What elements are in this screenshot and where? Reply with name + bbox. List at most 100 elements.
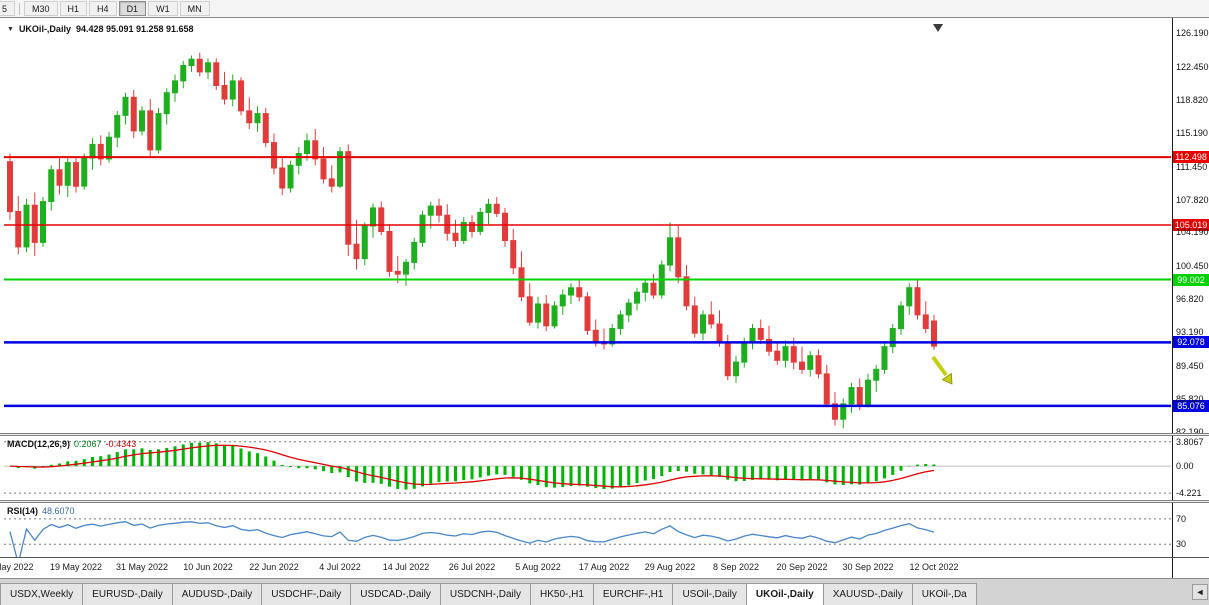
tab-usoil-daily[interactable]: USOil-,Daily: [672, 583, 747, 605]
toolbar-separator: [19, 2, 21, 15]
candle-body: [832, 403, 838, 420]
candle-body: [848, 387, 855, 405]
timeframe-m5-button[interactable]: 5: [0, 1, 16, 16]
chart-window: ▼ UKOil-,Daily 94.428 95.091 91.258 91.6…: [0, 18, 1209, 578]
tab-ukoil-daily-2[interactable]: UKOil-,Da: [911, 583, 977, 605]
candle-body: [106, 136, 112, 160]
candle-body: [922, 314, 929, 329]
candle-body: [353, 243, 360, 260]
candle-body: [312, 140, 319, 160]
hline-price-flag: 112.498: [1173, 151, 1209, 164]
timeframe-mn-button[interactable]: MN: [179, 1, 210, 16]
date-axis-divider: [0, 557, 1209, 558]
tab-ukoil-daily[interactable]: UKOil-,Daily: [745, 583, 824, 605]
tab-xauusd-daily[interactable]: XAUUSD-,Daily: [822, 583, 913, 605]
candle-body: [279, 167, 286, 189]
sell-arrow-annotation[interactable]: [931, 355, 953, 385]
timeframe-d1-button[interactable]: D1: [118, 1, 147, 16]
candle-body: [510, 240, 517, 269]
date-tick-label: 10 Jun 2022: [183, 562, 233, 572]
candle-body: [254, 113, 261, 124]
panel-divider[interactable]: [0, 433, 1209, 436]
candle-body: [262, 113, 269, 144]
tab-audusd-daily[interactable]: AUDUSD-,Daily: [171, 583, 263, 605]
macd-tick-label: -4.221: [1176, 488, 1202, 499]
candle-body: [7, 161, 13, 213]
horizontal-lines-layer[interactable]: [4, 156, 1171, 408]
tab-usdcad-daily[interactable]: USDCAD-,Daily: [350, 583, 441, 605]
candle-body: [15, 211, 22, 248]
candle-body: [576, 287, 583, 298]
date-axis[interactable]: 9 May 2022 19 May 2022 31 May 2022 10 Jun 2…: [0, 558, 1172, 578]
candle-body: [518, 267, 525, 298]
price-tick-label: 126.190: [1176, 27, 1209, 38]
chart-ohlc-values: 94.428 95.091 91.258 91.658: [75, 24, 194, 34]
candle-body: [543, 303, 550, 327]
macd-signal-value: -0.4343: [105, 439, 137, 449]
candle-body: [221, 85, 228, 100]
candle-body: [766, 338, 772, 352]
chart-title: ▼ UKOil-,Daily 94.428 95.091 91.258 91.6…: [7, 24, 194, 34]
tab-eurchf-h1[interactable]: EURCHF-,H1: [592, 583, 674, 605]
candle-body: [889, 328, 896, 348]
macd-panel[interactable]: [4, 436, 1172, 500]
hline-price-flag: 85.076: [1173, 399, 1209, 412]
candle-body: [931, 320, 937, 347]
candle-body: [205, 62, 211, 73]
price-tick-label: 115.190: [1176, 127, 1208, 138]
price-tick-label: 100.450: [1176, 261, 1209, 272]
candle-body: [172, 80, 178, 94]
timeframe-h1-button[interactable]: H1: [59, 1, 88, 16]
price-tick-label: 93.190: [1176, 327, 1204, 338]
candle-body: [774, 350, 781, 361]
candle-body: [667, 237, 673, 266]
rsi-line: [9, 521, 935, 557]
candle-body: [551, 305, 558, 327]
candle-body: [823, 373, 830, 405]
chart-shift-marker-icon[interactable]: [933, 24, 943, 32]
rsi-name: RSI(14): [7, 506, 39, 516]
timeframe-h4-button[interactable]: H4: [89, 1, 117, 16]
price-tick-label: 85.820: [1176, 394, 1204, 405]
candle-body: [452, 232, 459, 242]
candles-layer: [7, 52, 937, 429]
tab-eurusd-daily[interactable]: EURUSD-,Daily: [82, 583, 173, 605]
hline-price-flag: 92.078: [1173, 336, 1209, 349]
timeframe-w1-button[interactable]: W1: [148, 1, 178, 16]
tab-usdchf-daily[interactable]: USDCHF-,Daily: [261, 583, 352, 605]
timeframe-toolbar: 5 M30 H1 H4 D1 W1 MN: [0, 0, 1209, 18]
candle-body: [535, 303, 541, 323]
candle-body: [502, 212, 508, 242]
tab-hk50-h1[interactable]: HK50-,H1: [529, 583, 594, 605]
tab-usdx-weekly[interactable]: USDX,Weekly: [0, 583, 84, 605]
price-chart[interactable]: [4, 18, 1172, 433]
price-axis[interactable]: 112.498 105.019 99.002 92.078 85.076 126.190 1…: [1172, 18, 1209, 578]
candle-body: [436, 205, 442, 216]
macd-indicator-label: MACD(12,26,9) 0.2067 -0.4343: [7, 439, 136, 449]
candle-body: [592, 329, 599, 343]
candle-body: [394, 270, 401, 275]
tab-scroll-left-button[interactable]: ◄: [1192, 584, 1208, 600]
date-tick-label: 14 Jul 2022: [382, 562, 430, 572]
candle-body: [683, 276, 690, 307]
timeframe-m30-button[interactable]: M30: [24, 1, 58, 16]
rsi-tick-label: 30: [1176, 539, 1187, 550]
candle-body: [782, 346, 789, 361]
symbol-dropdown-icon[interactable]: ▼: [7, 25, 14, 33]
date-tick-label: 19 May 2022: [49, 562, 103, 572]
tab-usdcnh-daily[interactable]: USDCNH-,Daily: [439, 583, 531, 605]
candle-body: [238, 80, 244, 112]
candle-body: [807, 355, 814, 370]
candle-body: [304, 140, 310, 155]
rsi-panel[interactable]: [4, 503, 1172, 557]
chart-tabbar: USDX,Weekly EURUSD-,Daily AUDUSD-,Daily …: [0, 578, 1209, 605]
candle-body: [97, 143, 104, 160]
price-tick-label: 82.190: [1176, 427, 1204, 437]
panel-divider[interactable]: [0, 500, 1209, 503]
candle-body: [295, 153, 302, 166]
macd-name: MACD(12,26,9): [7, 439, 71, 449]
price-tick-label: 104.190: [1176, 227, 1209, 238]
candle-body: [609, 328, 616, 345]
candle-body: [40, 201, 46, 243]
candle-body: [749, 328, 756, 343]
